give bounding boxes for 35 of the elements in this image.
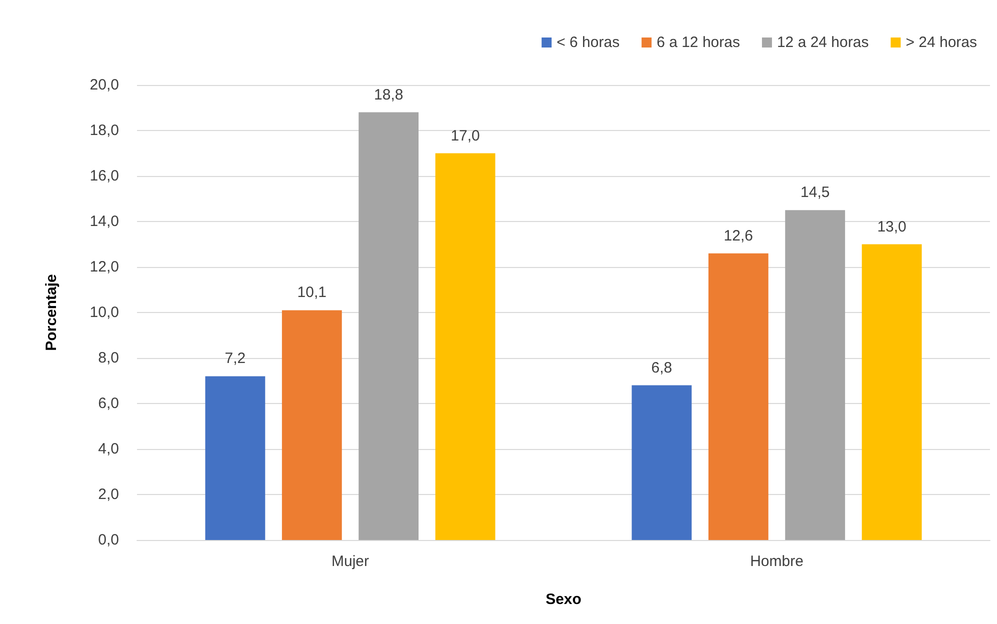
data-label: 10,1 <box>297 284 326 302</box>
bar <box>435 153 496 540</box>
legend-label: < 6 horas <box>556 34 620 51</box>
y-axis-title: Porcentaje <box>43 274 60 351</box>
bar <box>785 210 846 540</box>
y-tick-label: 16,0 <box>90 168 119 184</box>
y-tick-label: 20,0 <box>90 76 119 94</box>
legend-label: 6 a 12 horas <box>656 34 740 51</box>
y-tick-label: 0,0 <box>98 532 119 548</box>
data-label: 17,0 <box>450 127 480 144</box>
data-label: 18,8 <box>374 86 404 104</box>
y-tick-label: 6,0 <box>98 395 119 412</box>
y-tick-label: 12,0 <box>90 258 119 276</box>
data-label: 6,8 <box>651 359 672 376</box>
y-tick-label: 2,0 <box>98 486 119 503</box>
y-tick-label: 4,0 <box>98 440 119 458</box>
bar <box>205 376 266 540</box>
bar <box>358 112 419 540</box>
data-label: 7,2 <box>224 350 246 368</box>
y-tick-label: 8,0 <box>98 350 119 366</box>
bar <box>862 244 922 540</box>
legend-label: > 24 horas <box>906 34 978 51</box>
x-tick-label: Hombre <box>750 553 804 570</box>
y-tick-label: 14,0 <box>90 213 119 230</box>
data-label: 12,6 <box>724 227 753 244</box>
data-label: 14,5 <box>800 184 830 202</box>
legend-label: 12 a 24 horas <box>776 34 869 51</box>
bar <box>632 385 692 540</box>
y-tick-label: 10,0 <box>90 304 119 321</box>
x-axis-title: Sexo <box>546 591 582 608</box>
bar <box>708 253 768 540</box>
data-label: 13,0 <box>877 218 906 236</box>
bar <box>282 310 342 540</box>
x-tick-label: Mujer <box>331 553 370 570</box>
y-tick-label: 18,0 <box>90 122 119 139</box>
